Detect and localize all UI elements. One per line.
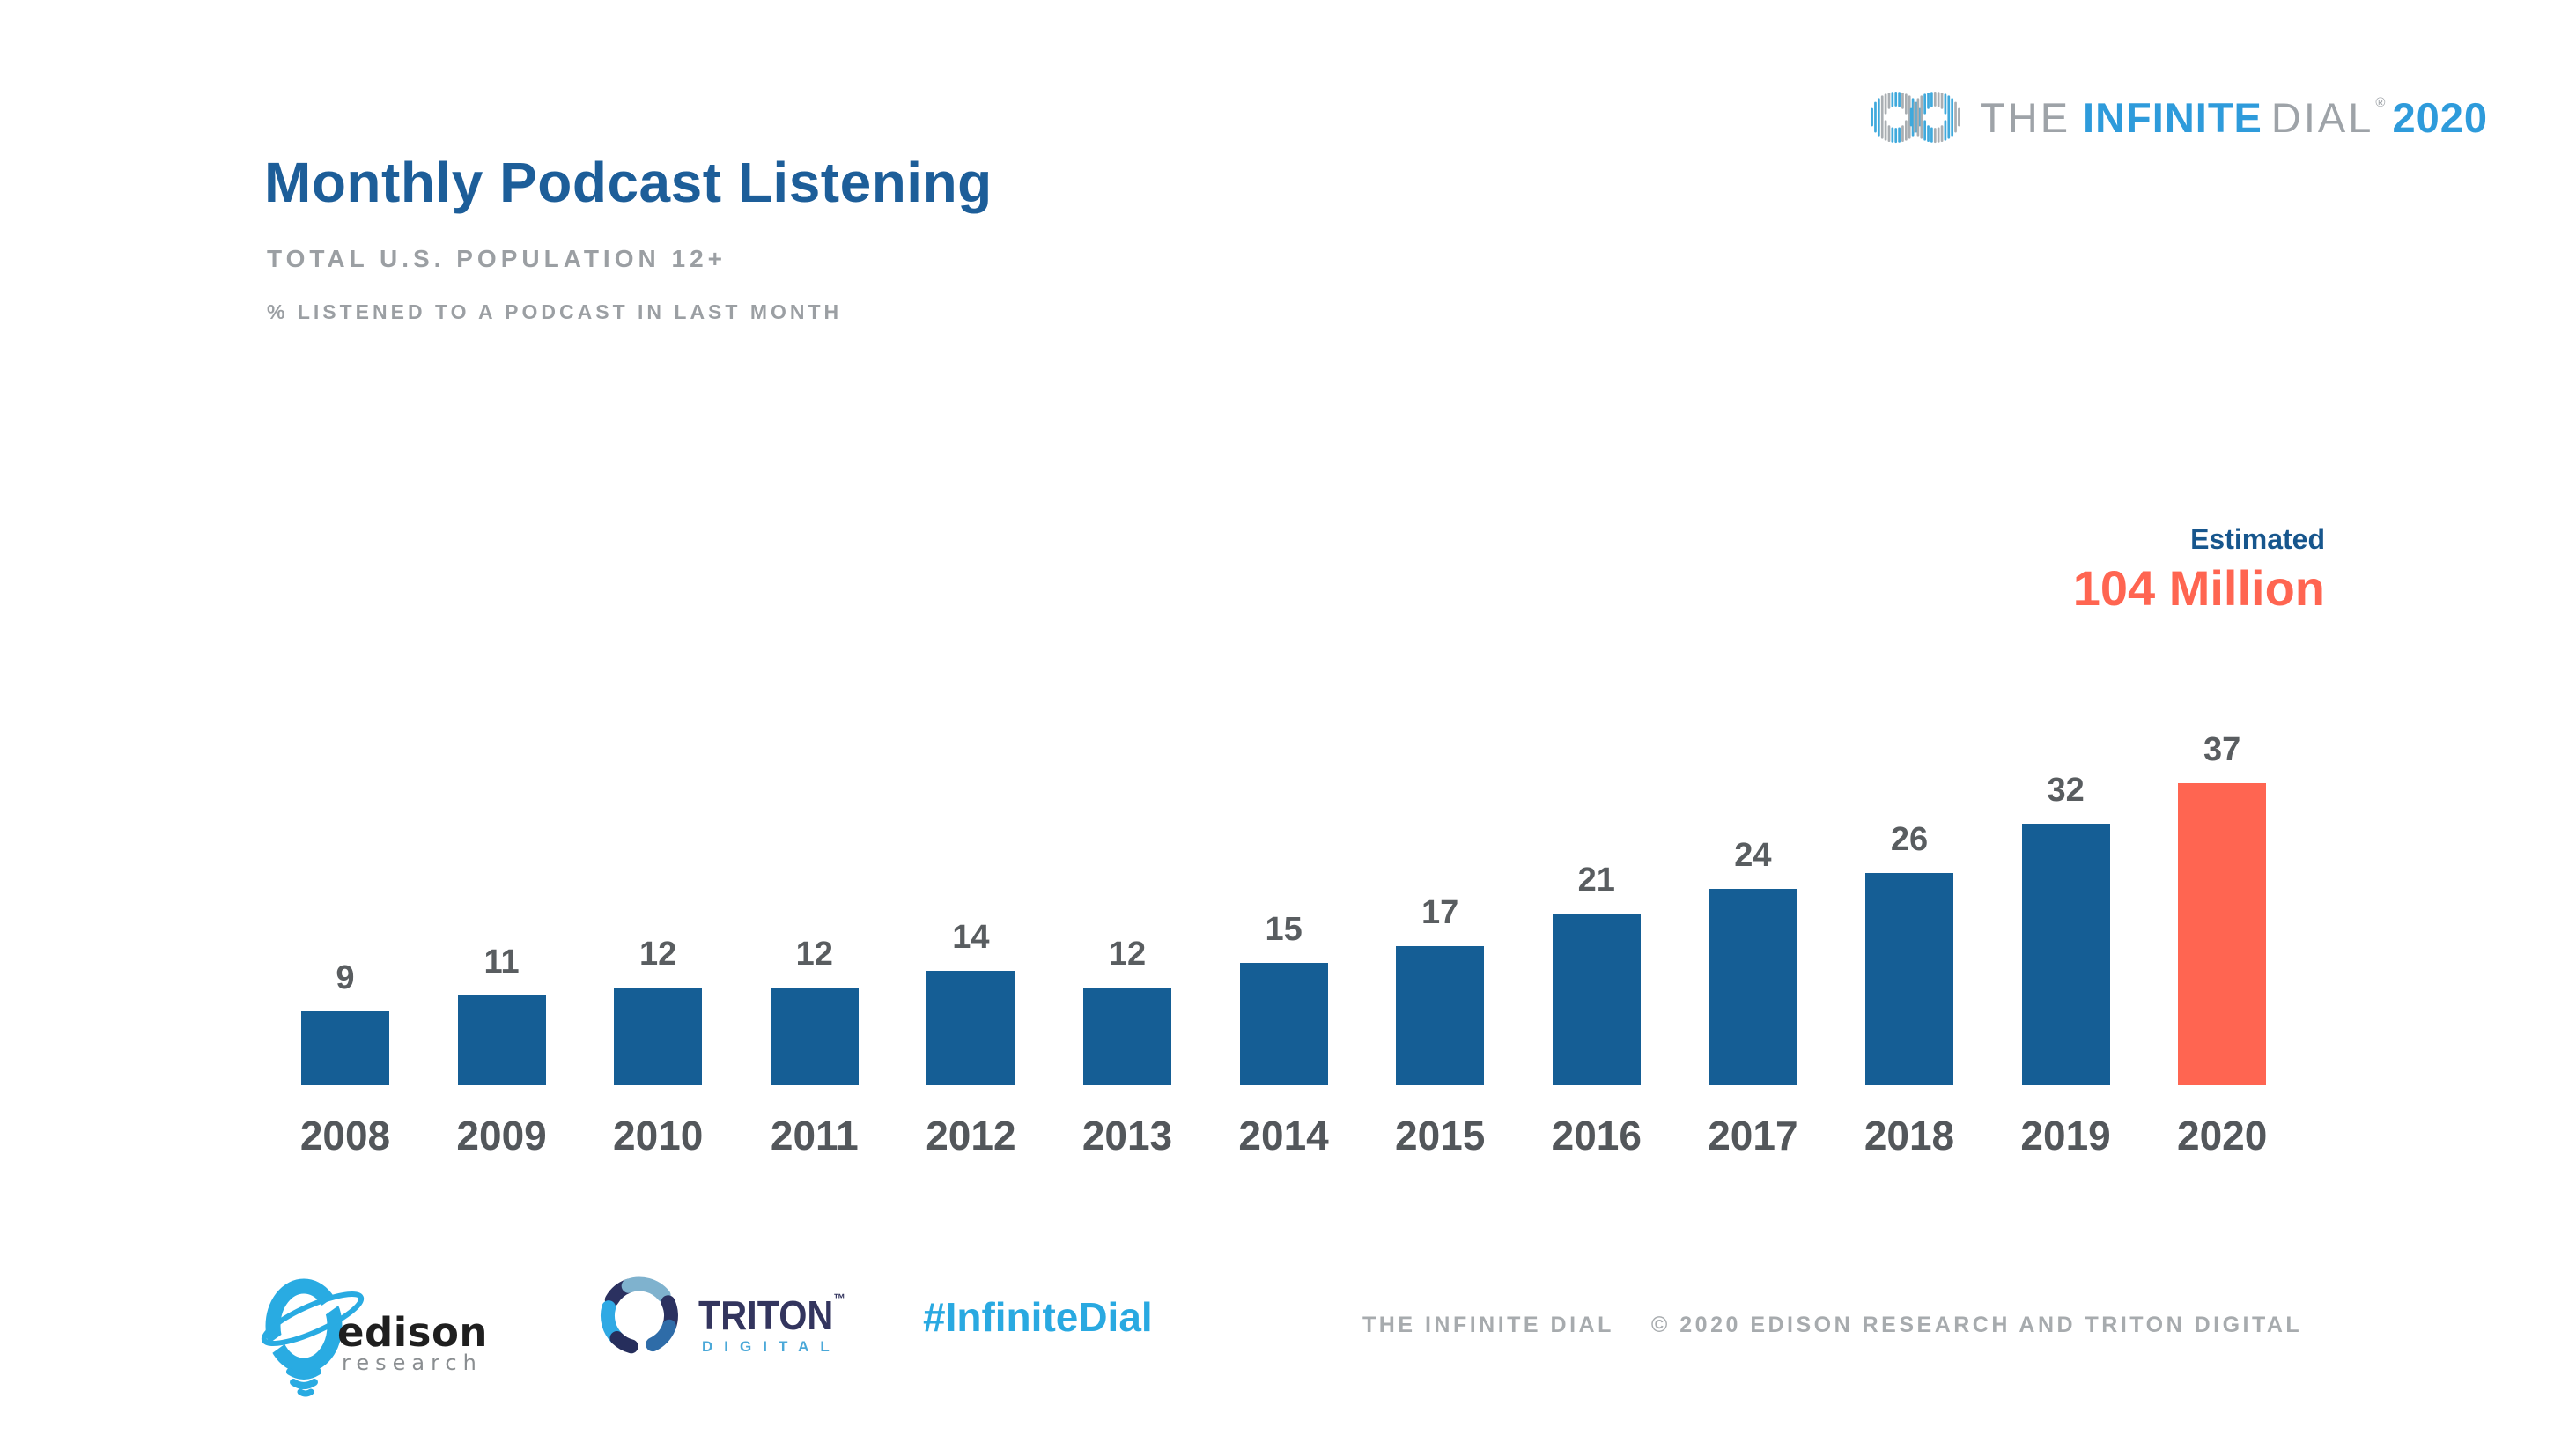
bar-2019: [2021, 824, 2110, 1085]
x-label-2011: 2011: [770, 1113, 859, 1158]
bar-value-2020: 37: [2203, 731, 2241, 768]
x-label-2016: 2016: [1551, 1113, 1642, 1158]
page-title: Monthly Podcast Listening: [264, 151, 993, 214]
x-label-2012: 2012: [926, 1113, 1016, 1158]
copyright-line: THE INFINITE DIAL © 2020 EDISON RESEARCH …: [1362, 1313, 2302, 1338]
bar-2018: [1865, 873, 1953, 1085]
triton-name: TRITON: [698, 1292, 834, 1338]
x-label-2013: 2013: [1081, 1113, 1173, 1158]
bar-value-2015: 17: [1421, 894, 1459, 931]
x-label-2018: 2018: [1864, 1113, 1955, 1158]
estimate-annotation: Estimated 104 Million: [2073, 523, 2325, 617]
x-label-2010: 2010: [613, 1113, 704, 1158]
bar-value-2012: 14: [952, 919, 990, 956]
bar-2012: [926, 971, 1015, 1085]
x-label-2019: 2019: [2020, 1113, 2111, 1158]
bar-value-2009: 11: [483, 944, 520, 980]
triton-digital-ring-icon: [600, 1276, 678, 1354]
bar-value-2014: 15: [1265, 911, 1303, 948]
triton-wordmark: TRITON™: [698, 1291, 845, 1339]
infinite-dial-logo: THE INFINITE DIAL ® 2020: [1869, 90, 2488, 144]
chart-subtitle: TOTAL U.S. POPULATION 12+: [267, 245, 727, 272]
infinite-dial-wordmark: THE INFINITE DIAL ® 2020: [1980, 93, 2488, 142]
bar-value-2017: 24: [1734, 837, 1772, 874]
triton-sub-wordmark: DIGITAL: [702, 1338, 841, 1355]
bar-2015: [1396, 946, 1485, 1085]
brand-word-dial: DIAL: [2270, 93, 2374, 141]
brand-word-infinite: INFINITE: [2083, 93, 2262, 141]
bar-2016: [1552, 914, 1641, 1085]
registered-trademark-symbol: ®: [2375, 94, 2386, 110]
bar-value-2013: 12: [1108, 936, 1147, 973]
bar-value-2008: 9: [336, 959, 355, 996]
chart-measure-note: % LISTENED TO A PODCAST IN LAST MONTH: [267, 300, 843, 323]
bar-2008: [301, 1011, 389, 1085]
bar-value-2019: 32: [2047, 772, 2085, 809]
brand-word-the: THE: [1980, 93, 2071, 141]
trademark-symbol: ™: [833, 1291, 845, 1306]
copyright-brand: THE INFINITE DIAL: [1362, 1313, 1614, 1337]
bar-value-2018: 26: [1890, 821, 1929, 858]
hashtag: #InfiniteDial: [923, 1294, 1153, 1340]
estimate-value: 104 Million: [2072, 560, 2325, 616]
bar-value-2011: 12: [795, 936, 833, 973]
estimate-label: Estimated: [2190, 523, 2325, 555]
edison-research-bulb-icon: [261, 1278, 365, 1397]
bar-2017: [1709, 889, 1797, 1085]
copyright-notice: © 2020 EDISON RESEARCH AND TRITON DIGITA…: [1650, 1313, 2303, 1337]
x-label-2008: 2008: [299, 1113, 391, 1158]
bar-value-2016: 21: [1577, 862, 1615, 899]
bar-2020: [2178, 783, 2267, 1085]
bar-2013: [1083, 988, 1171, 1085]
bar-2010: [614, 988, 703, 1085]
bar-2014: [1239, 963, 1328, 1085]
x-label-2014: 2014: [1238, 1113, 1329, 1158]
infinite-dial-infinity-icon: [1871, 91, 1960, 144]
edison-sub-wordmark: research: [342, 1350, 483, 1375]
brand-word-year: 2020: [2392, 93, 2488, 141]
bar-2011: [770, 988, 859, 1085]
edison-wordmark: edison: [337, 1309, 488, 1356]
x-label-2020: 2020: [2177, 1113, 2268, 1158]
bar-value-2010: 12: [639, 936, 677, 973]
x-label-2009: 2009: [456, 1113, 547, 1158]
x-label-2017: 2017: [1708, 1113, 1798, 1158]
x-label-2015: 2015: [1395, 1113, 1486, 1158]
bar-2009: [457, 995, 546, 1085]
